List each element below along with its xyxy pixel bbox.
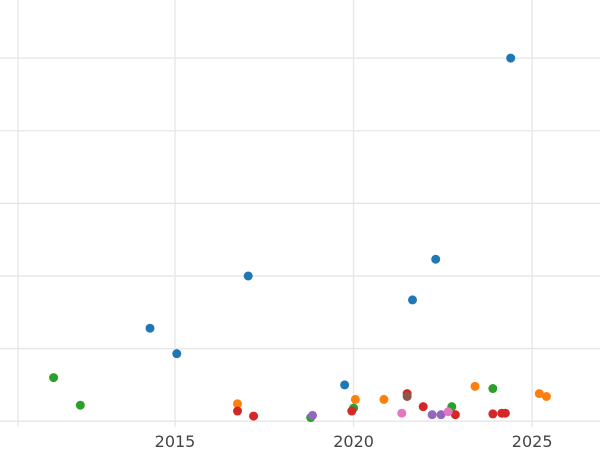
- data-point-green: [49, 373, 59, 383]
- data-point-blue: [172, 349, 182, 359]
- x-axis-tick-labels: 2015 2020 2025: [155, 432, 553, 450]
- data-point-blue: [408, 295, 417, 305]
- data-point-green: [75, 400, 85, 410]
- data-point-blue: [431, 254, 441, 264]
- grid: [0, 0, 600, 427]
- data-point-orange: [233, 399, 242, 409]
- data-point-purple: [308, 410, 317, 420]
- data-point-purple: [427, 410, 437, 420]
- data-point-orange: [350, 394, 360, 404]
- x-tick-label: 2015: [155, 432, 196, 450]
- data-point-red: [233, 406, 242, 416]
- data-point-blue: [506, 53, 516, 63]
- data-point-brown: [402, 392, 412, 401]
- data-point-purple: [436, 410, 446, 420]
- data-point-blue: [243, 271, 253, 281]
- data-point-orange: [470, 381, 480, 391]
- data-point-pink: [443, 407, 453, 417]
- data-point-red: [418, 402, 428, 412]
- data-point-red: [488, 409, 498, 419]
- data-point-red: [347, 406, 357, 416]
- data-point-orange: [534, 389, 544, 399]
- x-tick-label: 2020: [333, 432, 374, 450]
- data-point-green: [488, 384, 498, 394]
- data-point-blue: [340, 380, 350, 390]
- data-point-red: [500, 408, 510, 418]
- data-point-orange: [541, 392, 551, 401]
- data-point-blue: [145, 323, 155, 333]
- data-point-red: [450, 410, 460, 420]
- data-point-orange: [379, 394, 389, 404]
- data-point-pink: [397, 408, 407, 418]
- data-points: [49, 53, 551, 423]
- x-tick-label: 2025: [512, 432, 553, 450]
- data-point-red: [249, 411, 259, 421]
